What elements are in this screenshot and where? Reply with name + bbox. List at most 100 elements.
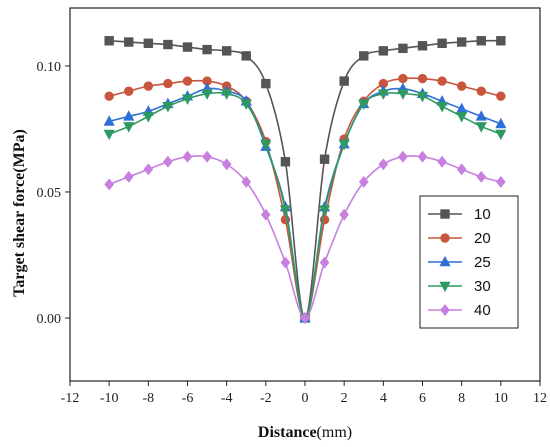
data-point-30 <box>436 101 448 113</box>
x-tick-label: -6 <box>182 391 194 406</box>
data-point-10 <box>359 51 369 61</box>
data-point-10 <box>104 36 114 46</box>
data-point-30 <box>475 122 487 133</box>
x-tick-label: 6 <box>419 391 426 406</box>
legend-label: 25 <box>474 254 491 271</box>
legend: 10 20 25 30 40 <box>419 195 519 329</box>
data-point-30 <box>495 129 507 141</box>
x-axis-title-text: Distance <box>258 424 317 441</box>
data-point-20 <box>496 91 506 101</box>
axis-ticks: -12 -10 -8 -6 -4 -2 0 2 4 6 8 10 12 0.00 0.05 0.10 <box>37 60 548 406</box>
data-point-30 <box>377 89 389 100</box>
data-point-30 <box>319 205 331 216</box>
data-point-40 <box>261 208 271 221</box>
x-tick-label: 12 <box>533 391 547 406</box>
legend-entry-30: 30 <box>428 278 491 295</box>
data-point-10 <box>143 38 154 48</box>
data-point-10 <box>221 46 232 56</box>
x-tick-label: 8 <box>458 391 465 406</box>
data-point-20 <box>398 73 408 84</box>
data-point-10 <box>163 39 173 50</box>
data-point-40 <box>202 150 212 163</box>
data-point-40 <box>143 163 154 176</box>
x-tick-label: 0 <box>302 391 309 406</box>
data-point-10 <box>456 37 467 47</box>
x-axis-title: Distance(mm) <box>258 424 352 441</box>
data-point-20 <box>456 81 467 91</box>
data-point-25 <box>495 117 507 129</box>
legend-marker <box>440 209 450 219</box>
data-point-20 <box>104 91 114 101</box>
data-point-10 <box>496 36 506 46</box>
data-point-20 <box>476 86 486 96</box>
series-40 <box>104 150 506 324</box>
data-point-30 <box>279 205 291 216</box>
data-point-10 <box>261 78 271 89</box>
data-point-40 <box>417 150 428 163</box>
data-point-40 <box>339 208 349 221</box>
data-point-40 <box>104 178 114 191</box>
legend-entry-25: 25 <box>428 254 491 271</box>
data-point-40 <box>241 175 252 188</box>
data-point-30 <box>456 112 468 123</box>
x-tick-label: -2 <box>260 391 272 406</box>
data-point-30 <box>221 89 233 100</box>
data-point-40 <box>182 150 193 163</box>
data-point-40 <box>398 150 408 163</box>
data-point-30 <box>162 101 174 113</box>
data-point-10 <box>319 154 330 164</box>
data-point-30 <box>181 94 194 105</box>
legend-entry-10: 10 <box>428 206 491 223</box>
x-tick-label: 10 <box>494 391 508 406</box>
legend-marker <box>440 233 450 243</box>
legend-label: 10 <box>474 206 491 223</box>
legend-label: 30 <box>474 278 491 295</box>
data-point-25 <box>475 110 487 121</box>
data-point-10 <box>476 36 486 46</box>
data-point-10 <box>124 37 134 47</box>
data-point-10 <box>339 76 349 86</box>
y-axis-title: Target shear force(MPa) <box>11 129 28 297</box>
series-layer <box>103 36 507 325</box>
data-point-20 <box>143 81 154 91</box>
data-point-40 <box>496 175 506 188</box>
data-point-40 <box>456 163 467 176</box>
legend-entry-20: 20 <box>428 230 491 247</box>
x-tick-label: 4 <box>380 391 387 406</box>
legend-marker <box>440 304 450 316</box>
data-point-40 <box>123 170 134 183</box>
legend-marker <box>439 281 451 293</box>
data-point-40 <box>358 175 369 188</box>
data-point-25 <box>123 110 135 121</box>
data-point-20 <box>417 73 428 84</box>
data-point-10 <box>437 38 447 48</box>
data-point-40 <box>476 170 487 183</box>
data-point-20 <box>437 76 447 86</box>
data-point-30 <box>142 112 154 123</box>
data-point-10 <box>417 41 428 51</box>
data-point-30 <box>123 122 135 133</box>
legend-label: 20 <box>474 230 491 247</box>
y-tick-label: 0.00 <box>37 312 62 327</box>
x-tick-label: -8 <box>142 391 154 406</box>
data-point-30 <box>397 89 409 100</box>
data-point-20 <box>163 78 173 89</box>
data-point-10 <box>378 46 389 56</box>
data-point-10 <box>241 51 251 61</box>
data-point-40 <box>319 256 330 269</box>
data-point-10 <box>202 44 212 55</box>
data-point-40 <box>437 155 447 168</box>
data-point-20 <box>124 86 134 96</box>
data-point-30 <box>103 129 115 141</box>
data-point-30 <box>358 99 370 110</box>
x-axis-unit: (mm) <box>317 424 353 441</box>
legend-label: 40 <box>474 302 491 319</box>
data-point-30 <box>260 139 272 151</box>
data-point-40 <box>300 312 310 324</box>
data-point-25 <box>103 115 115 126</box>
data-point-30 <box>240 99 252 110</box>
data-point-30 <box>338 139 350 151</box>
x-tick-label: -4 <box>221 391 233 406</box>
data-point-20 <box>182 76 193 86</box>
